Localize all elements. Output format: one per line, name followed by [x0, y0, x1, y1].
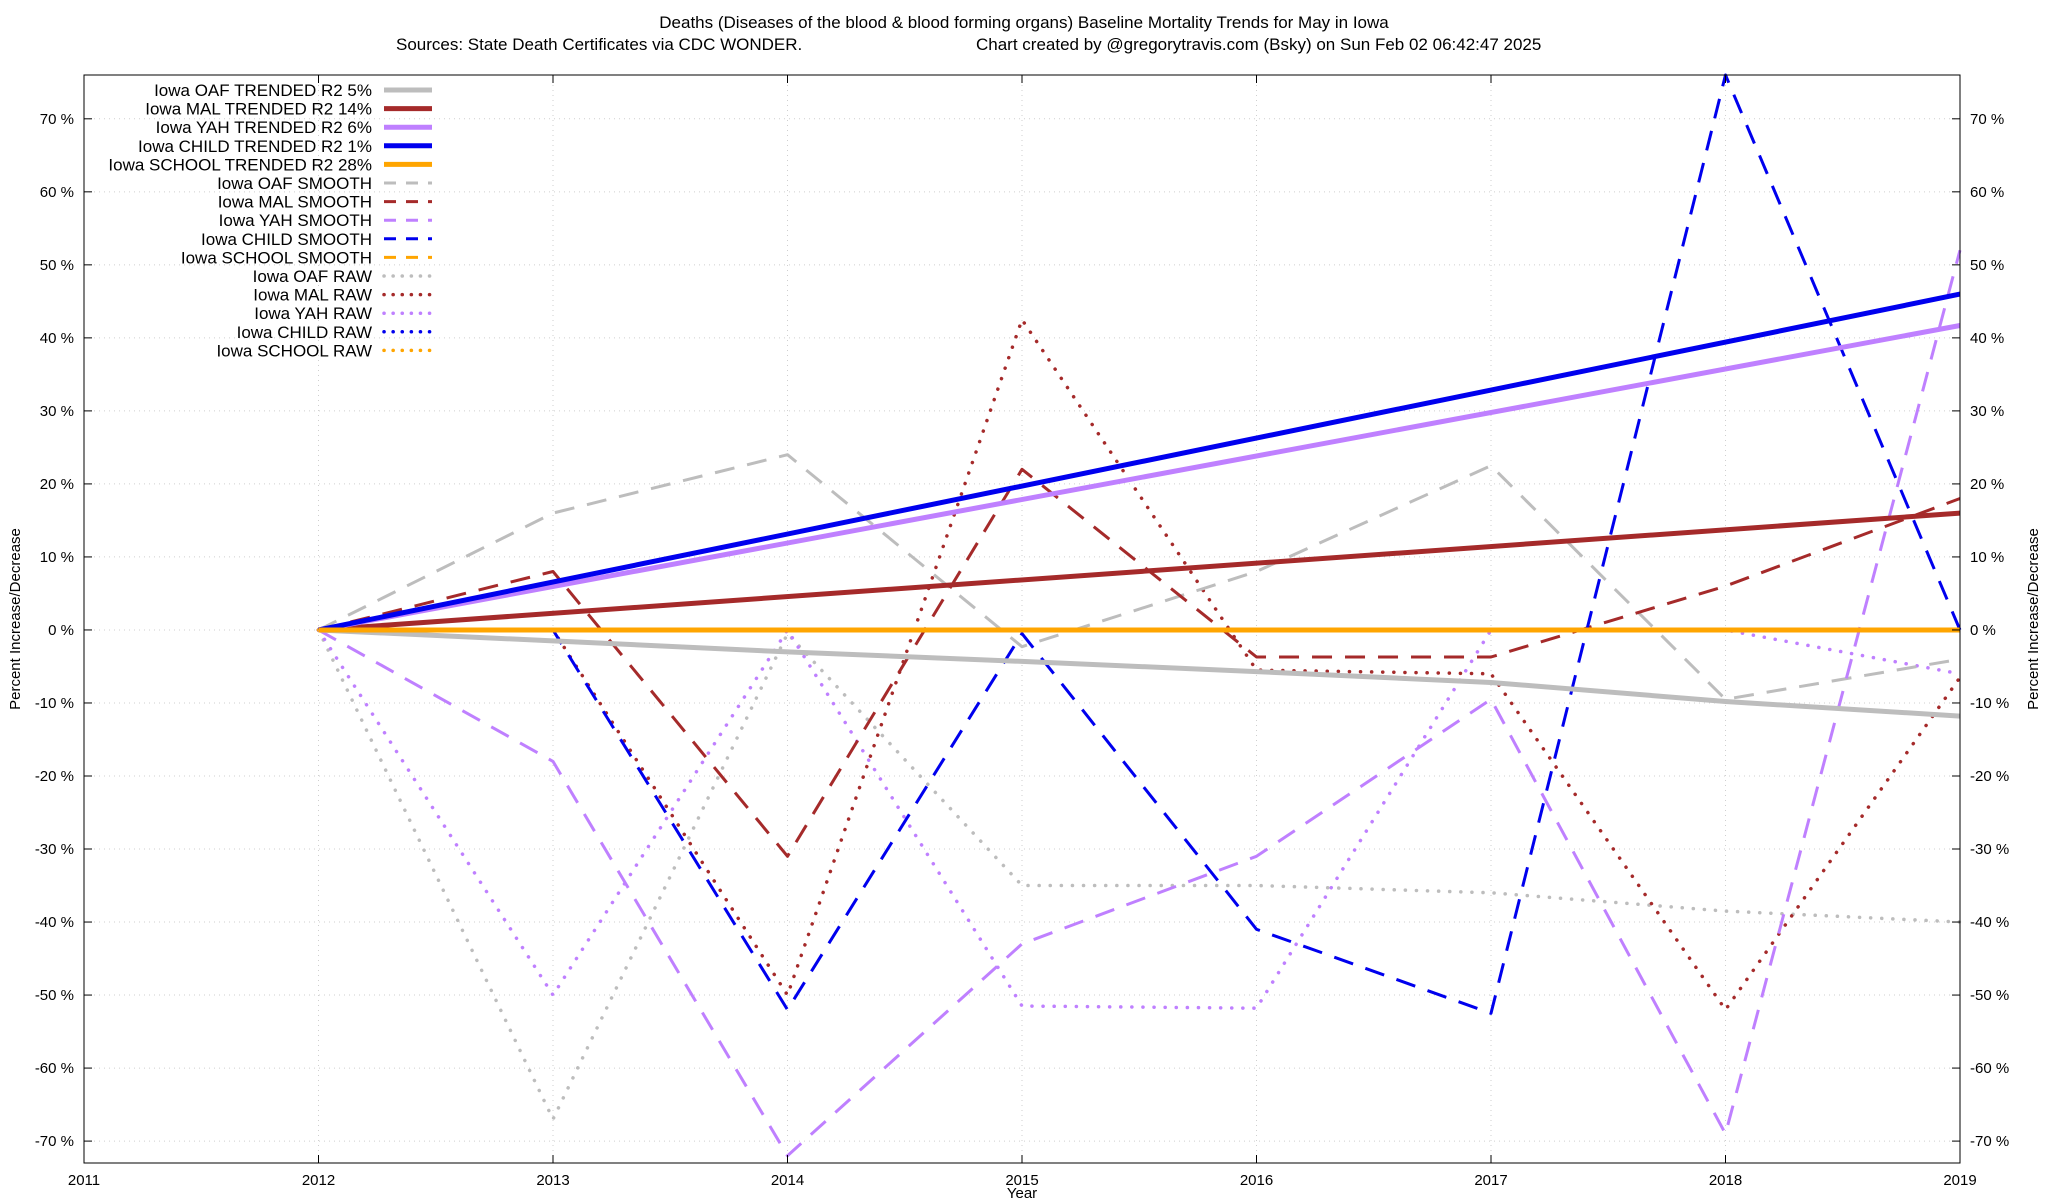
legend-label: Iowa YAH RAW: [254, 304, 372, 323]
y-tick-label-left: -50 %: [35, 987, 74, 1004]
legend-label: Iowa MAL TRENDED R2 14%: [145, 100, 372, 119]
legend-label: Iowa SCHOOL TRENDED R2 28%: [108, 155, 372, 174]
series-line: [318, 510, 1961, 633]
chart-title: Deaths (Diseases of the blood & blood fo…: [659, 13, 1389, 32]
legend-label: Iowa CHILD SMOOTH: [201, 230, 372, 249]
chart-credit: Chart created by @gregorytravis.com (Bsk…: [976, 35, 1541, 54]
legend-label: Iowa SCHOOL SMOOTH: [181, 248, 372, 267]
series-line: [317, 453, 1961, 701]
x-tick-label: 2017: [1474, 1172, 1507, 1189]
x-tick-label: 2015: [1005, 1172, 1038, 1189]
series-line: [318, 73, 1962, 1015]
legend-label: Iowa OAF TRENDED R2 5%: [154, 81, 372, 100]
y-tick-label-left: -30 %: [35, 841, 74, 858]
series-line: [318, 627, 1961, 719]
x-tick-label: 2011: [68, 1172, 100, 1189]
x-tick-label: 2019: [1943, 1172, 1976, 1189]
legend-label: Iowa MAL SMOOTH: [218, 193, 372, 212]
y-tick-label-left: -20 %: [35, 768, 74, 785]
y-axis-label-left: Percent Increase/Decrease: [7, 528, 24, 710]
axis-ticks: 2011 2012 2013 2014 2015 2016 2017 2018 2019 -70 …: [35, 75, 2009, 1189]
y-tick-label-left: 40 %: [40, 330, 74, 347]
y-tick-label-left: -70 %: [35, 1133, 74, 1150]
legend-label: Iowa OAF SMOOTH: [217, 174, 372, 193]
legend-label: Iowa SCHOOL RAW: [216, 341, 372, 360]
y-tick-label-right: 60 %: [1970, 184, 2004, 201]
series-line: [317, 291, 1961, 633]
y-tick-label-left: -40 %: [35, 914, 74, 931]
legend: Iowa OAF TRENDED R2 5%Iowa MAL TRENDED R…: [108, 81, 434, 360]
y-tick-label-left: 50 %: [40, 257, 74, 274]
x-tick-label: 2012: [302, 1172, 335, 1189]
y-tick-label-left: 70 %: [40, 111, 74, 128]
y-tick-label-left: -60 %: [35, 1060, 74, 1077]
legend-label: Iowa CHILD TRENDED R2 1%: [138, 137, 372, 156]
x-axis-label: Year: [1007, 1185, 1037, 1200]
y-tick-label-right: 70 %: [1970, 111, 2004, 128]
legend-label: Iowa YAH TRENDED R2 6%: [156, 118, 372, 137]
y-tick-label-left: 60 %: [40, 184, 74, 201]
y-axis-label-right: Percent Increase/Decrease: [2025, 528, 2042, 710]
y-tick-label-right: 50 %: [1970, 257, 2004, 274]
y-tick-label-right: 20 %: [1970, 476, 2004, 493]
y-tick-label-left: 0 %: [48, 622, 74, 639]
x-tick-label: 2014: [771, 1172, 804, 1189]
y-tick-label-right: 40 %: [1970, 330, 2004, 347]
y-tick-label-right: -40 %: [1970, 914, 2009, 931]
y-tick-label-right: -60 %: [1970, 1060, 2009, 1077]
x-tick-label: 2013: [536, 1172, 569, 1189]
legend-label: Iowa YAH SMOOTH: [219, 211, 372, 230]
y-tick-label-left: 30 %: [40, 403, 74, 420]
legend-label: Iowa MAL RAW: [253, 286, 372, 305]
chart-source: Sources: State Death Certificates via CD…: [396, 35, 802, 54]
series-line: [316, 628, 1962, 1121]
series-lines: [316, 73, 1962, 1158]
legend-label: Iowa CHILD RAW: [237, 323, 372, 342]
y-tick-label-right: 10 %: [1970, 549, 2004, 566]
y-tick-label-left: -10 %: [35, 695, 74, 712]
y-tick-label-left: 20 %: [40, 476, 74, 493]
y-tick-label-right: -20 %: [1970, 768, 2009, 785]
x-tick-label: 2018: [1709, 1172, 1742, 1189]
y-tick-label-right: -10 %: [1970, 695, 2009, 712]
series-line: [318, 467, 1961, 858]
y-tick-label-right: 30 %: [1970, 403, 2004, 420]
series-line: [317, 249, 1962, 1158]
y-tick-label-right: -50 %: [1970, 987, 2009, 1004]
legend-label: Iowa OAF RAW: [253, 267, 372, 286]
y-tick-label-right: 0 %: [1970, 622, 1996, 639]
x-tick-label: 2016: [1240, 1172, 1273, 1189]
y-tick-label-right: -30 %: [1970, 841, 2009, 858]
series-line: [318, 323, 1961, 633]
y-tick-label-right: -70 %: [1970, 1133, 2009, 1150]
y-tick-label-left: 10 %: [40, 549, 74, 566]
